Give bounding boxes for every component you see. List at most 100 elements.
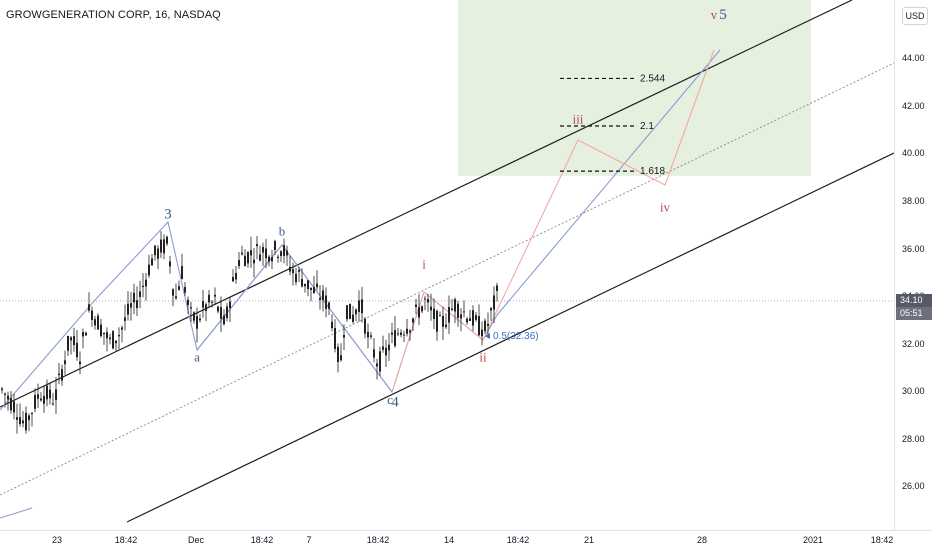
candle-body (271, 257, 273, 262)
time-axis[interactable] (0, 530, 932, 551)
channel-lines (0, 0, 895, 523)
candle-body (274, 241, 276, 250)
wave-label: 4 (391, 394, 399, 410)
candle-body (19, 417, 21, 425)
mid-channel-line[interactable] (0, 62, 895, 496)
candle-body (13, 401, 15, 413)
candle-body (16, 417, 18, 420)
candle-body (103, 332, 105, 335)
fib-level-label: 1.618 (640, 166, 665, 177)
wave-label: iv (660, 200, 671, 215)
candle-body (106, 332, 108, 339)
candle-body (349, 303, 351, 319)
candle-body (418, 307, 420, 318)
candle-body (250, 250, 252, 256)
target-zone (458, 0, 811, 176)
candle-body (226, 306, 228, 319)
price-tick-label: 40.00 (902, 148, 925, 159)
wave-zigzag-blue-b[interactable] (196, 244, 393, 393)
lower-channel-line[interactable] (126, 152, 895, 523)
candle-body (256, 244, 258, 247)
candle-body (88, 304, 90, 311)
time-tick-label: 18:42 (366, 535, 390, 545)
candle-body (46, 385, 48, 400)
candle-body (292, 269, 294, 274)
candle-body (448, 307, 450, 323)
candle-body (313, 287, 315, 293)
candle-body (67, 335, 69, 351)
candle-body (112, 331, 114, 349)
time-tick-label: Dec (187, 535, 205, 545)
candle-body (421, 306, 423, 312)
retracement-marker: 0.5(32.36) (485, 331, 539, 342)
candle-body (340, 355, 342, 361)
candle-body (490, 308, 492, 311)
candle-body (22, 420, 24, 424)
candle-body (427, 298, 429, 303)
candle-body (307, 280, 309, 290)
candle-body (424, 298, 426, 300)
candle-body (91, 310, 93, 320)
candle-body (442, 315, 444, 327)
candle-body (76, 342, 78, 358)
candle-body (289, 266, 291, 272)
fib-level-label: 2.544 (640, 73, 665, 84)
candle-body (52, 403, 54, 405)
wave-label: b (279, 223, 286, 238)
candle-body (382, 346, 384, 350)
candle-body (247, 252, 249, 264)
price-axis[interactable] (894, 0, 932, 530)
candle-body (334, 328, 336, 349)
candle-body (475, 315, 477, 320)
candle-body (10, 397, 12, 411)
candle-body (61, 369, 63, 381)
candle-body (322, 290, 324, 301)
candle-body (202, 301, 204, 308)
candle-body (121, 327, 123, 330)
candle-body (196, 316, 198, 329)
time-tick-label: 21 (583, 535, 595, 545)
candle-body (352, 314, 354, 322)
candles (1, 231, 498, 434)
candle-body (391, 332, 393, 335)
wave-label: 5 (719, 7, 727, 23)
candle-body (223, 315, 225, 325)
candle-body (166, 236, 168, 244)
candle-body (208, 294, 210, 303)
candle-body (298, 269, 300, 272)
time-tick-label: 18:42 (870, 535, 894, 545)
candle-body (406, 328, 408, 334)
candle-body (253, 259, 255, 264)
candle-body (214, 294, 216, 297)
wave-label: i (422, 257, 426, 272)
candle-body (415, 304, 417, 308)
candle-body (130, 303, 132, 308)
candle-body (346, 305, 348, 320)
candle-body (136, 300, 138, 309)
currency-badge[interactable]: USD (902, 7, 928, 25)
price-tick-label: 36.00 (902, 243, 925, 254)
time-tick-label: 2021 (802, 535, 824, 545)
candle-body (40, 398, 42, 401)
candle-body (37, 394, 39, 399)
candle-body (460, 314, 462, 319)
candle-body (265, 248, 267, 259)
wave-label: c (387, 392, 393, 407)
candle-body (478, 316, 480, 336)
candle-body (358, 300, 360, 312)
candle-body (187, 299, 189, 305)
wave-label: ii (479, 349, 487, 364)
candle-body (244, 255, 246, 267)
candle-body (139, 291, 141, 298)
time-tick-label: 18:42 (114, 535, 138, 545)
time-tick-label: 14 (443, 535, 455, 545)
candle-body (178, 286, 180, 291)
candle-body (286, 250, 288, 256)
candle-body (364, 318, 366, 334)
upper-channel-line[interactable] (0, 0, 853, 408)
candle-body (295, 273, 297, 283)
candle-body (283, 245, 285, 256)
